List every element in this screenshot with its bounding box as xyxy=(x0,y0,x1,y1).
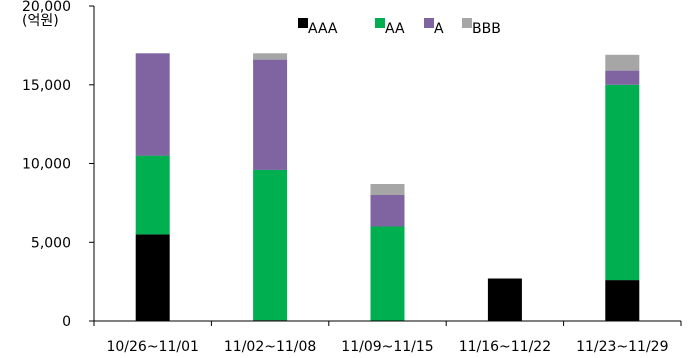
legend-swatch-aa xyxy=(375,18,385,28)
bar-segment-aa-0 xyxy=(135,155,170,235)
bar-segment-a-1 xyxy=(253,59,288,170)
bar-segment-a-2 xyxy=(370,195,405,227)
axes-group: 10/26~11/01 11/02~11/08 11/09~11/15 11/16~1… xyxy=(22,0,682,355)
bar-segment-a-4 xyxy=(605,70,640,85)
bar-segment-bbb-2 xyxy=(370,184,405,195)
legend-label-aa: AA xyxy=(385,21,405,37)
bar-segment-a-0 xyxy=(135,53,170,156)
x-tick-label-2: 11/09~11/15 xyxy=(341,339,433,355)
legend-label-aaa: AAA xyxy=(308,21,338,37)
legend-swatch-a xyxy=(424,18,434,28)
legend-label-a: A xyxy=(434,21,444,37)
bar-segment-aa-4 xyxy=(605,84,640,281)
legend-swatch-bbb xyxy=(462,18,472,28)
bars-group xyxy=(135,53,640,321)
bar-segment-bbb-1 xyxy=(253,53,288,60)
bar-segment-aa-2 xyxy=(370,226,405,321)
bar-segment-aaa-4 xyxy=(605,280,640,321)
bar-segment-aaa-3 xyxy=(487,278,522,321)
bar-segment-aaa-0 xyxy=(135,234,170,321)
y-tick-label-3: 15,000 xyxy=(22,78,71,94)
x-tick-label-1: 11/02~11/08 xyxy=(224,339,316,355)
legend-label-bbb: BBB xyxy=(472,21,501,37)
legend: AAA AA A BBB xyxy=(298,18,501,37)
y-tick-label-0: 0 xyxy=(62,314,71,330)
x-tick-label-0: 10/26~11/01 xyxy=(106,339,198,355)
bar-segment-aa-1 xyxy=(253,169,288,321)
x-tick-label-3: 11/16~11/22 xyxy=(459,339,551,355)
x-tick-label-4: 11/23~11/29 xyxy=(576,339,668,355)
legend-swatch-aaa xyxy=(298,18,308,28)
y-axis-unit-label: (억원) xyxy=(22,13,59,29)
y-tick-label-4: 20,000 xyxy=(22,0,71,15)
y-tick-label-2: 10,000 xyxy=(22,157,71,173)
bar-segment-bbb-4 xyxy=(605,54,640,71)
y-tick-label-1: 5,000 xyxy=(31,235,71,251)
